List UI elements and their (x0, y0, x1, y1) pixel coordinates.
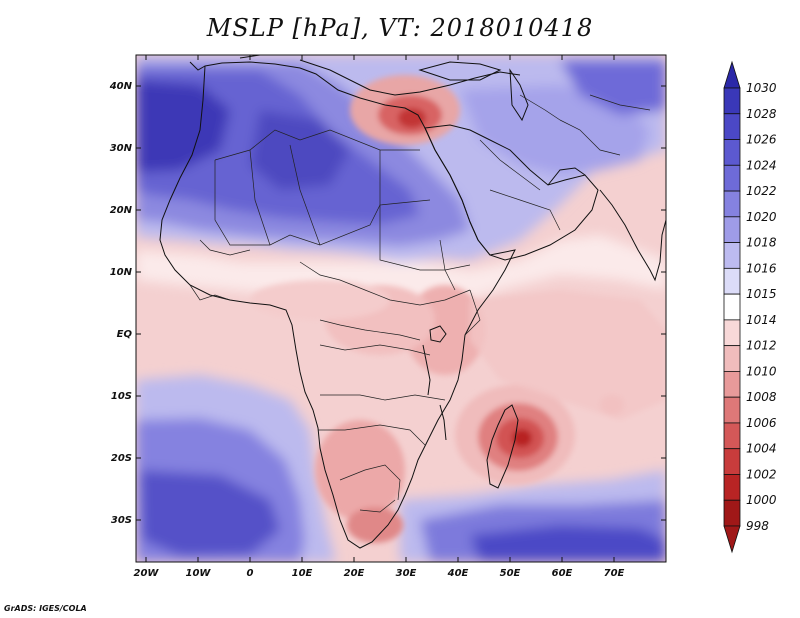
colorbar-overflow-high (723, 60, 741, 89)
colorbar-label-1015: 1015 (746, 287, 777, 301)
longitude-labels: 20W 10W 0 10E 20E 30E 40E 50E 60E 70E (134, 568, 625, 579)
lon-label-40e: 40E (447, 568, 469, 579)
lon-label-10w: 10W (186, 568, 212, 579)
colorbar-label-1022: 1022 (746, 184, 777, 198)
mediterranean-low-core (398, 108, 426, 128)
colorbar-swatch (723, 345, 741, 372)
colorbar-swatch (723, 499, 741, 527)
colorbar-swatch (723, 267, 741, 295)
black-sea (418, 61, 502, 81)
colorbar-swatch (723, 190, 741, 218)
indian-tongue (470, 290, 666, 420)
lon-label-20e: 20E (344, 568, 365, 579)
colorbar-label-1014: 1014 (746, 313, 777, 327)
colorbar-swatch (723, 216, 741, 243)
lon-label-60e: 60E (552, 568, 573, 579)
colorbar-swatch (723, 319, 741, 347)
lon-label-10e: 10E (292, 568, 313, 579)
chart-title: MSLP [hPa], VT: 2018010418 (206, 14, 594, 42)
colorbar-label-1028: 1028 (746, 107, 777, 121)
lon-label-0: 0 (247, 568, 254, 579)
colorbar-label-1030: 1030 (746, 81, 777, 95)
asia-high (560, 60, 666, 115)
lon-label-50e: 50E (500, 568, 521, 579)
colorbar-label-998: 998 (746, 519, 769, 533)
lake-victoria (429, 325, 447, 343)
lat-label-eq: EQ (117, 329, 133, 340)
lat-label-30n: 30N (110, 143, 133, 154)
arabia-coastline (424, 124, 599, 261)
lon-label-30e: 30E (396, 568, 417, 579)
colorbar-label-1006: 1006 (746, 416, 777, 430)
pressure-field (136, 55, 666, 562)
south-atlantic-high-core (140, 470, 280, 556)
lat-label-20n: 20N (110, 205, 133, 216)
colorbar-swatch (723, 242, 741, 269)
persian-gulf (547, 167, 586, 186)
kalahari-low (315, 420, 405, 520)
colorbar-label-1024: 1024 (746, 158, 777, 172)
atlantic-high-north (136, 80, 230, 172)
lat-label-10s: 10S (111, 391, 132, 402)
colorbar-swatch (723, 474, 741, 501)
colorbar-swatch (723, 396, 741, 424)
grads-credit: GrADS: IGES/COLA (4, 604, 87, 613)
coastlines (159, 55, 666, 549)
arabia-high (460, 85, 650, 175)
lat-label-40n: 40N (109, 81, 133, 92)
madagascar-low-core (512, 429, 532, 447)
colorbar-label-1004: 1004 (746, 442, 777, 456)
lon-label-70e: 70E (604, 568, 625, 579)
lat-label-30s: 30S (111, 515, 132, 526)
southafrica-low (347, 507, 403, 543)
axis-ticks (136, 55, 666, 562)
colorbar-swatch (723, 87, 741, 115)
colorbar-swatch (723, 448, 741, 475)
lake-tanganyika (422, 344, 431, 396)
colorbar-swatch (723, 139, 741, 166)
country-borders (189, 94, 651, 513)
colorbar-label-1020: 1020 (746, 210, 777, 224)
colorbar: 1030 1028 1026 1024 1022 1020 1018 1016 1015 1014… (723, 60, 777, 554)
colorbar-swatch (723, 164, 741, 192)
map-frame (135, 54, 667, 563)
sahel-low (250, 280, 390, 320)
colorbar-label-1008: 1008 (746, 390, 777, 404)
madagascar (486, 404, 519, 489)
colorbar-overflow-low (723, 525, 741, 554)
indian-ocean-high-core (470, 525, 666, 562)
colorbar-label-1016: 1016 (746, 261, 777, 275)
lon-label-20w: 20W (134, 568, 160, 579)
africa-coastline (159, 61, 516, 549)
lat-label-10n: 10N (110, 267, 133, 278)
lat-label-20s: 20S (111, 453, 132, 464)
caspian (509, 68, 529, 122)
colorbar-label-1026: 1026 (746, 133, 777, 147)
colorbar-label-1018: 1018 (746, 236, 777, 250)
colorbar-label-1002: 1002 (746, 467, 777, 481)
latitude-labels: 40N 30N 20N 10N EQ 10S 20S 30S (109, 81, 133, 526)
lake-malawi (439, 404, 447, 441)
colorbar-label-1000: 1000 (746, 493, 777, 507)
colorbar-swatch (723, 371, 741, 398)
colorbar-swatch (723, 113, 741, 140)
colorbar-swatch (723, 293, 741, 321)
india-coastline (599, 189, 666, 282)
colorbar-swatch (723, 422, 741, 450)
colorbar-label-1010: 1010 (746, 364, 777, 378)
colorbar-label-1012: 1012 (746, 339, 777, 353)
